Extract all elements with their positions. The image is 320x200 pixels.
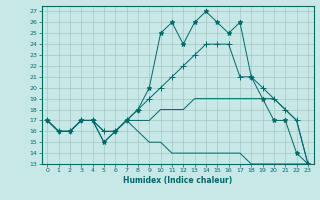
X-axis label: Humidex (Indice chaleur): Humidex (Indice chaleur)	[123, 176, 232, 185]
